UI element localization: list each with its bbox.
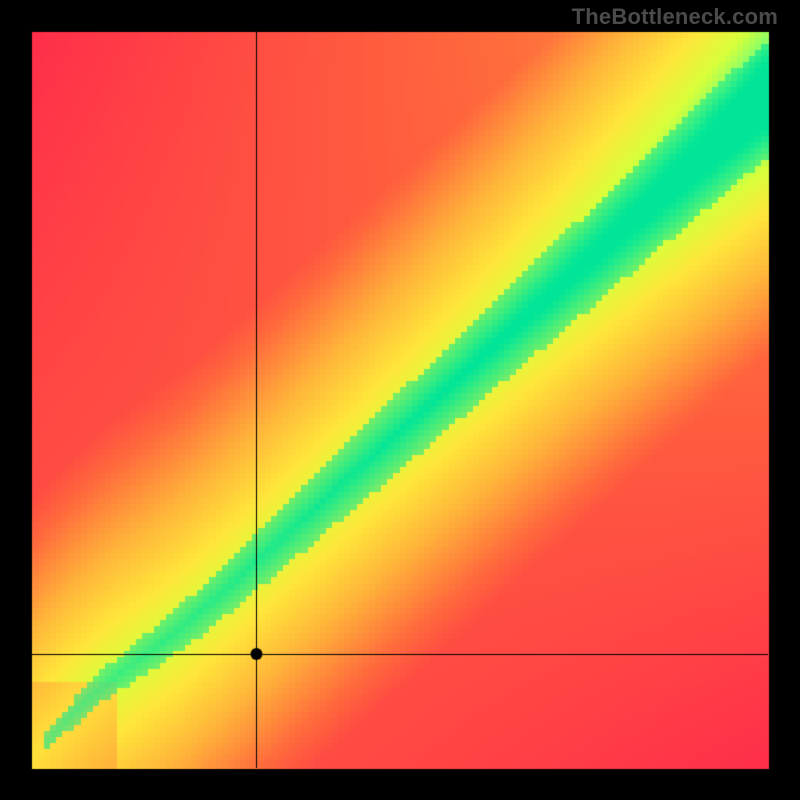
bottleneck-heatmap bbox=[0, 0, 800, 800]
watermark-text: TheBottleneck.com bbox=[572, 4, 778, 30]
